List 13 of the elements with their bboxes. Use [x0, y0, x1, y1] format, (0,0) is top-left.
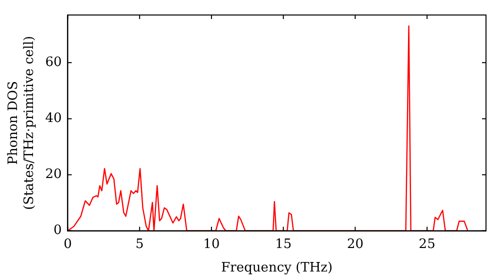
- text: (States/THz·primitive cell): [22, 36, 37, 210]
- x-tick-label: 20: [346, 236, 364, 252]
- x-tick-label: 15: [275, 236, 292, 252]
- x-axis-title: Frequency (THz): [221, 260, 333, 276]
- x-tick-label: 0: [64, 236, 72, 252]
- x-tick-label: 25: [418, 236, 436, 252]
- y-tick-label: 60: [45, 55, 62, 70]
- x-tick-label: 5: [135, 236, 144, 252]
- y-tick-label: 20: [45, 167, 62, 182]
- text: Phonon DOS: [6, 81, 22, 165]
- x-tick-label: 10: [203, 236, 220, 252]
- y-tick-label: 40: [45, 111, 62, 126]
- y-tick-label: 0: [53, 223, 62, 238]
